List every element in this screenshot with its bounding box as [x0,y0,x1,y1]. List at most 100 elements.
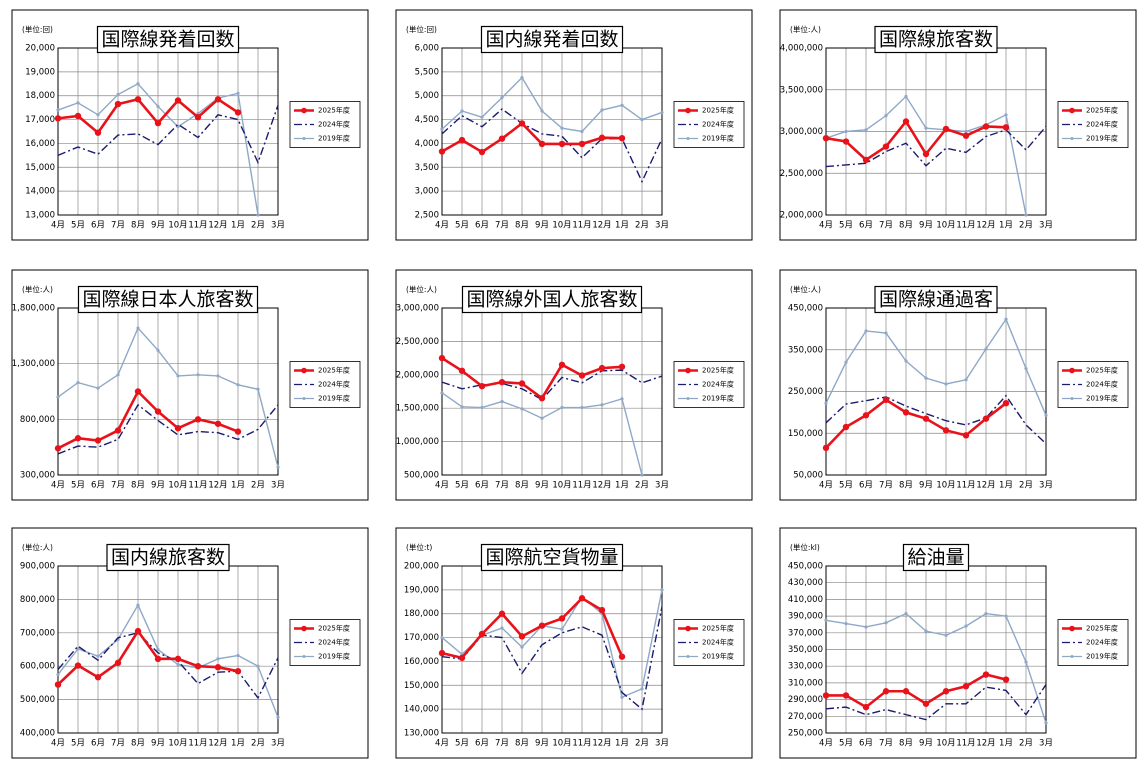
x-tick-label: 3月 [1039,739,1053,749]
x-tick-label: 9月 [919,739,933,749]
data-point [842,423,850,431]
data-point [618,134,626,142]
chart-panel: (単位:t) 130,000 140,000 150,000 160,000 170,00… [395,527,753,759]
data-point [660,110,664,115]
data-point [822,134,830,142]
x-tick-label: 3月 [271,481,285,491]
chart-title: 国内線旅客数 [111,547,225,569]
legend-label: 2025年度 [1086,366,1118,375]
data-point [154,655,162,663]
x-tick-label: 9月 [151,481,165,491]
y-tick-label: 160,000 [404,657,439,667]
data-point [518,380,526,387]
data-point [438,649,446,657]
x-tick-label: 5月 [455,221,469,231]
y-tick-label: 1,800,000 [12,304,55,314]
data-point [74,112,82,120]
data-point [136,326,140,330]
x-tick-label: 8月 [131,739,145,749]
chart-panel: (単位:人) 2,000,000 2,500,000 3,000,000 3,500,0… [779,9,1137,241]
data-point [216,657,220,661]
x-tick-label: 7月 [879,221,893,231]
data-point [924,629,928,633]
data-point [236,91,240,95]
data-point [54,445,62,452]
y-tick-label: 350,000 [788,345,823,355]
y-tick-label: 700,000 [20,628,55,638]
legend-marker [1069,625,1075,632]
legend-label: 2019年度 [318,134,350,143]
data-point [560,405,564,410]
data-point [134,96,142,103]
data-point [156,348,160,352]
legend-label: 2025年度 [702,624,734,633]
legend-marker [686,137,690,140]
data-point [842,692,850,699]
x-tick-label: 8月 [515,739,529,749]
y-tick-label: 2,500 [415,211,439,221]
x-tick-label: 2月 [1019,481,1033,491]
legend-marker [1070,655,1074,658]
data-point [458,654,466,662]
x-tick-label: 5月 [455,739,469,749]
data-point [560,627,564,631]
x-tick-label: 11月 [956,221,975,231]
data-point [1024,366,1028,371]
data-point [884,114,888,118]
legend-label: 2025年度 [1086,624,1118,633]
x-tick-label: 12月 [976,481,995,491]
legend-label: 2025年度 [702,106,734,115]
y-tick-label: 270,000 [788,712,823,722]
y-tick-label: 2,500,000 [780,169,823,179]
x-tick-label: 4月 [819,481,833,491]
data-point [578,595,586,602]
data-point [440,127,444,131]
y-tick-label: 3,000,000 [396,304,439,314]
data-point [538,622,546,629]
legend-marker [301,625,307,632]
x-tick-label: 5月 [455,481,469,491]
y-tick-label: 4,000,000 [780,44,823,54]
data-point [54,681,62,688]
x-tick-label: 7月 [495,739,509,749]
y-tick-label: 300,000 [20,471,55,481]
data-point [196,373,200,377]
series-line [441,596,624,660]
data-point [1004,614,1008,618]
y-tick-label: 140,000 [404,705,439,715]
data-point [600,108,604,112]
data-point [844,622,848,626]
data-point [518,120,526,127]
series-line [57,105,279,165]
x-tick-label: 1月 [231,221,245,231]
x-tick-label: 8月 [131,221,145,231]
chart-title: 国際航空貨物量 [485,547,618,569]
x-tick-label: 6月 [91,739,105,749]
data-point [1002,676,1010,683]
legend-label: 2019年度 [1086,394,1118,403]
data-point [904,611,908,616]
data-point [578,140,586,148]
data-point [864,128,868,132]
series-line [825,612,1047,724]
legend-label: 2025年度 [318,624,350,633]
y-tick-label: 5,000 [415,91,439,101]
x-tick-label: 3月 [271,221,285,231]
data-point [560,126,564,130]
x-tick-label: 3月 [1039,481,1053,491]
data-point [94,129,102,136]
x-tick-label: 3月 [655,739,669,749]
series-line [441,606,663,711]
x-tick-label: 10月 [552,221,571,231]
y-tick-label: 2,500,000 [396,337,439,347]
x-tick-label: 6月 [475,221,489,231]
data-point [96,654,100,658]
data-point [216,374,220,378]
x-tick-label: 12月 [592,221,611,231]
x-tick-label: 5月 [71,221,85,231]
x-tick-label: 8月 [899,221,913,231]
legend-marker [302,137,306,140]
y-tick-label: 350,000 [788,645,823,655]
data-point [1004,113,1008,117]
x-tick-label: 11月 [572,481,591,491]
